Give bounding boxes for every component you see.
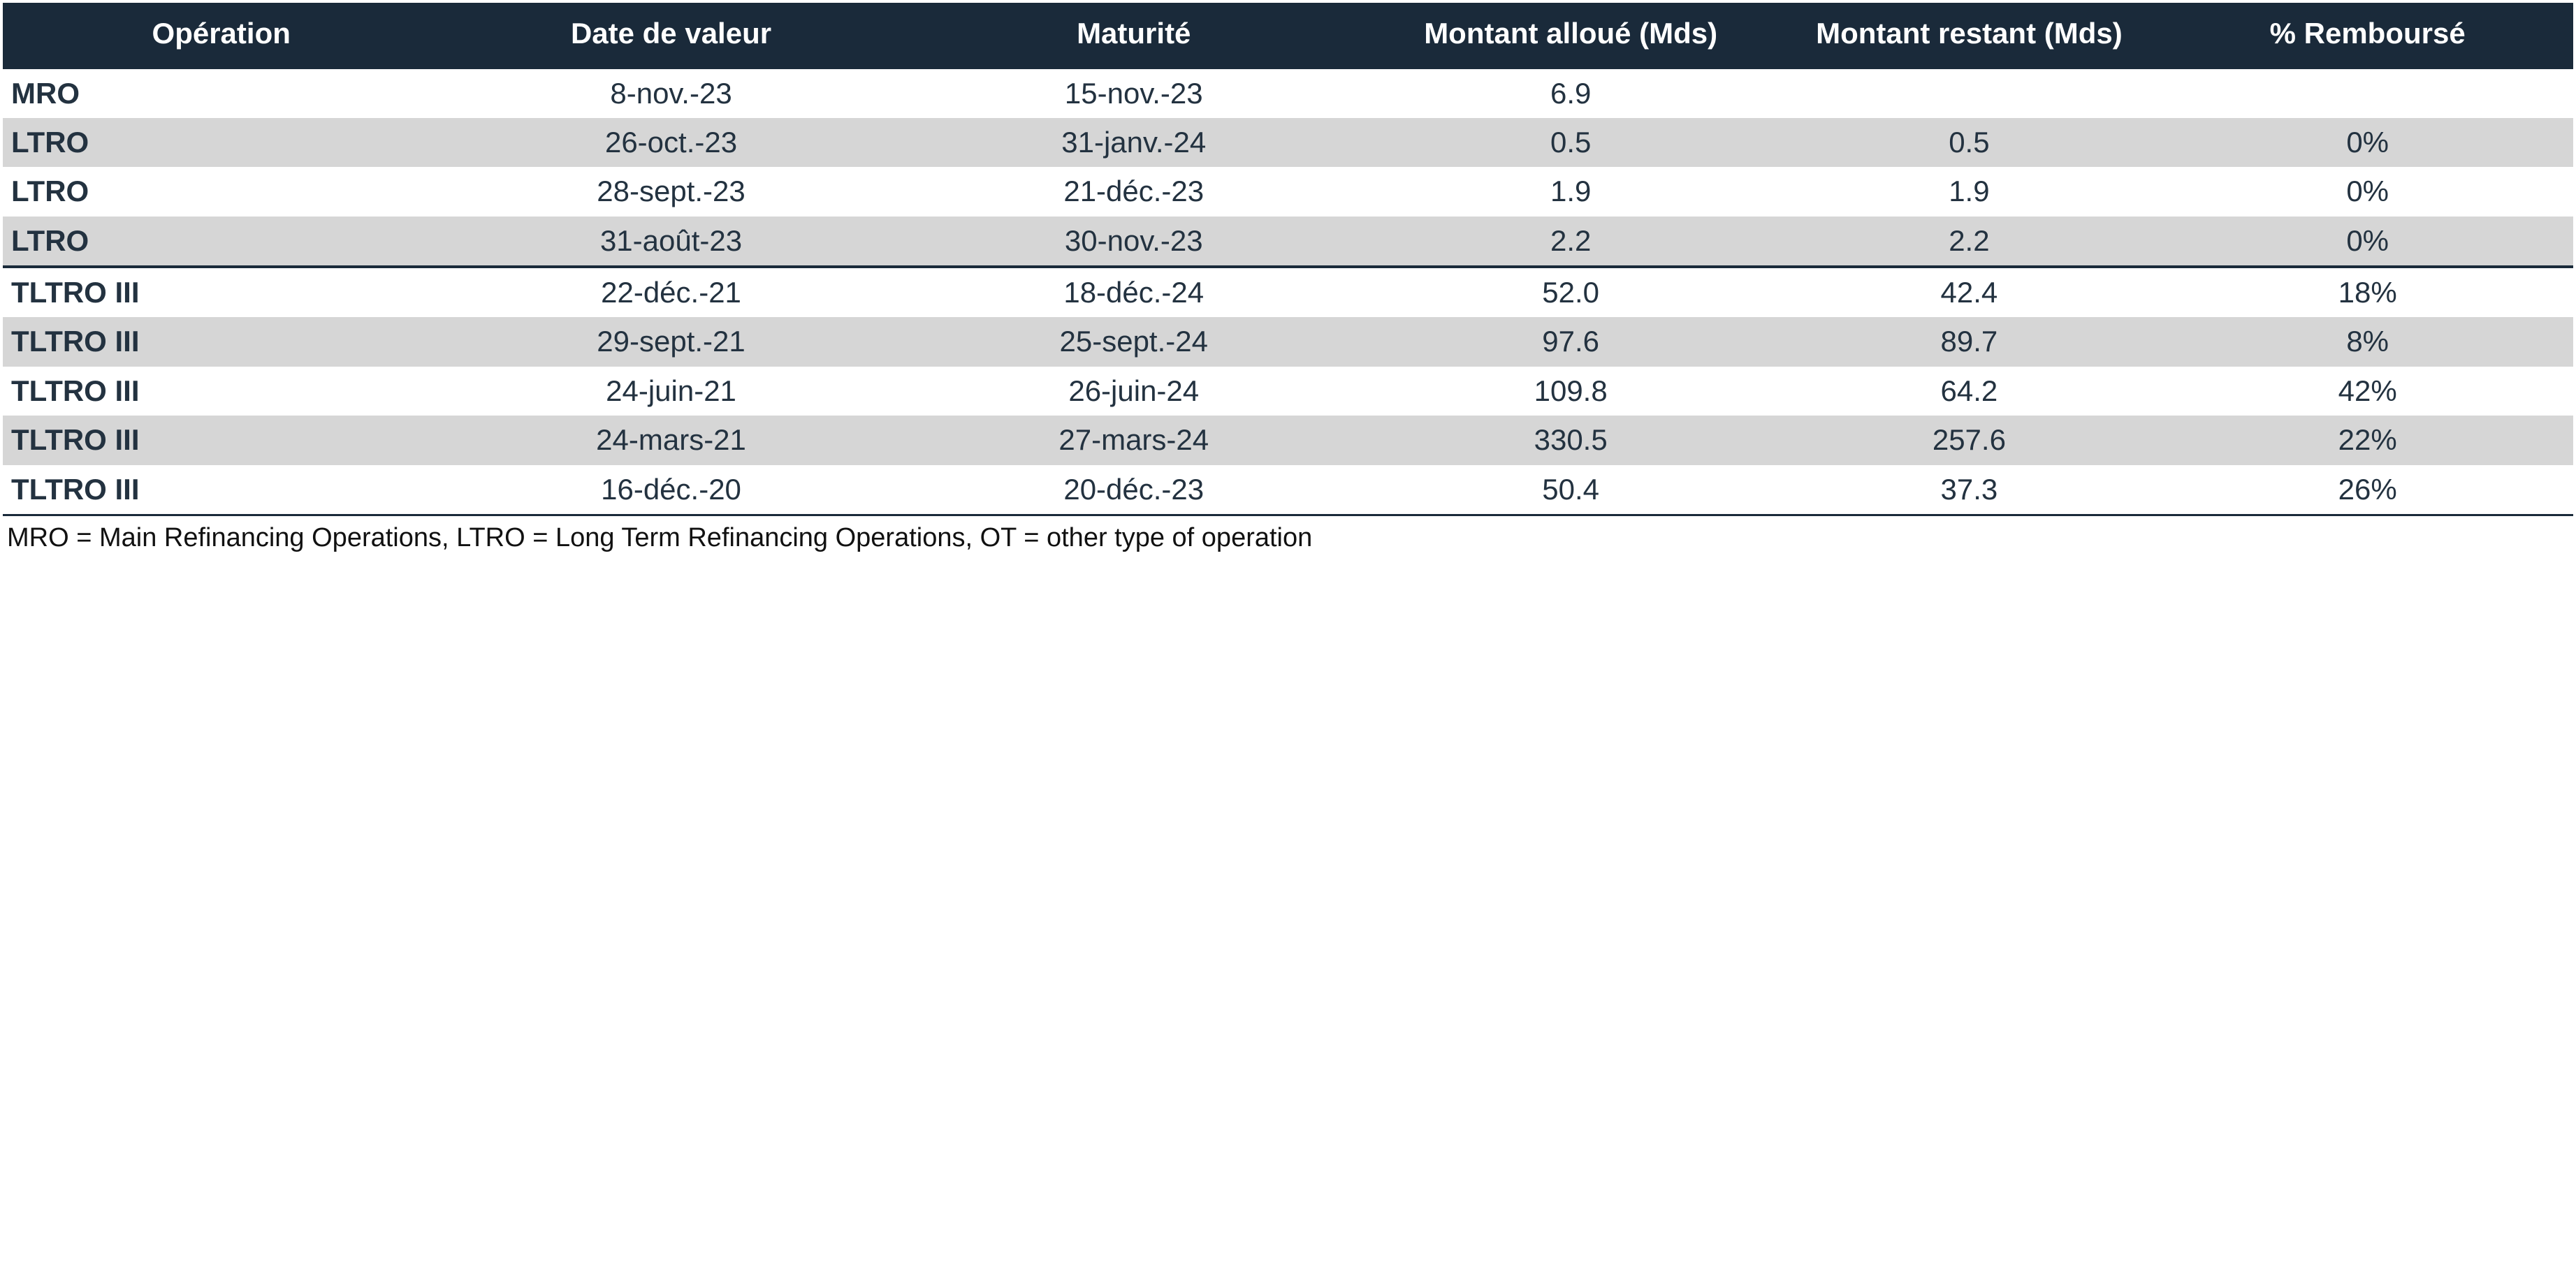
cell-repaid: 0%	[2162, 217, 2573, 267]
table-row: TLTRO III24-juin-2126-juin-24109.864.242…	[3, 367, 2573, 416]
cell-repaid	[2162, 69, 2573, 118]
table-row: TLTRO III29-sept.-2125-sept.-2497.689.78…	[3, 317, 2573, 366]
cell-allocated: 97.6	[1365, 317, 1777, 366]
table-row: TLTRO III22-déc.-2118-déc.-2452.042.418%	[3, 267, 2573, 317]
col-header-valuedate: Date de valeur	[439, 3, 902, 69]
cell-allocated: 1.9	[1365, 167, 1777, 216]
cell-valuedate: 24-mars-21	[439, 416, 902, 464]
cell-allocated: 0.5	[1365, 118, 1777, 167]
cell-maturity: 25-sept.-24	[903, 317, 1365, 366]
cell-operation: TLTRO III	[3, 367, 439, 416]
cell-remaining: 89.7	[1776, 317, 2162, 366]
table-head: Opération Date de valeur Maturité Montan…	[3, 3, 2573, 69]
cell-valuedate: 22-déc.-21	[439, 267, 902, 317]
cell-allocated: 2.2	[1365, 217, 1777, 267]
cell-repaid: 8%	[2162, 317, 2573, 366]
cell-valuedate: 16-déc.-20	[439, 465, 902, 515]
cell-operation: LTRO	[3, 217, 439, 267]
cell-valuedate: 24-juin-21	[439, 367, 902, 416]
cell-repaid: 26%	[2162, 465, 2573, 515]
cell-maturity: 31-janv.-24	[903, 118, 1365, 167]
cell-maturity: 30-nov.-23	[903, 217, 1365, 267]
table-row: MRO8-nov.-2315-nov.-236.9	[3, 69, 2573, 118]
cell-operation: LTRO	[3, 167, 439, 216]
table-header-row: Opération Date de valeur Maturité Montan…	[3, 3, 2573, 69]
cell-operation: TLTRO III	[3, 465, 439, 515]
cell-maturity: 18-déc.-24	[903, 267, 1365, 317]
cell-maturity: 21-déc.-23	[903, 167, 1365, 216]
cell-remaining: 42.4	[1776, 267, 2162, 317]
footnote: MRO = Main Refinancing Operations, LTRO …	[3, 516, 2573, 553]
table-row: TLTRO III24-mars-2127-mars-24330.5257.62…	[3, 416, 2573, 464]
cell-remaining: 0.5	[1776, 118, 2162, 167]
cell-repaid: 0%	[2162, 118, 2573, 167]
cell-operation: TLTRO III	[3, 317, 439, 366]
col-header-allocated: Montant alloué (Mds)	[1365, 3, 1777, 69]
cell-allocated: 330.5	[1365, 416, 1777, 464]
cell-operation: LTRO	[3, 118, 439, 167]
cell-maturity: 27-mars-24	[903, 416, 1365, 464]
cell-repaid: 22%	[2162, 416, 2573, 464]
cell-maturity: 20-déc.-23	[903, 465, 1365, 515]
cell-allocated: 109.8	[1365, 367, 1777, 416]
col-header-maturity: Maturité	[903, 3, 1365, 69]
cell-remaining: 2.2	[1776, 217, 2162, 267]
cell-repaid: 18%	[2162, 267, 2573, 317]
cell-remaining: 257.6	[1776, 416, 2162, 464]
col-header-remaining: Montant restant (Mds)	[1776, 3, 2162, 69]
table-row: LTRO31-août-2330-nov.-232.22.20%	[3, 217, 2573, 267]
col-header-operation: Opération	[3, 3, 439, 69]
table-row: TLTRO III16-déc.-2020-déc.-2350.437.326%	[3, 465, 2573, 515]
cell-allocated: 52.0	[1365, 267, 1777, 317]
cell-remaining: 37.3	[1776, 465, 2162, 515]
cell-valuedate: 31-août-23	[439, 217, 902, 267]
table-body: MRO8-nov.-2315-nov.-236.9LTRO26-oct.-233…	[3, 69, 2573, 515]
cell-maturity: 26-juin-24	[903, 367, 1365, 416]
table-row: LTRO28-sept.-2321-déc.-231.91.90%	[3, 167, 2573, 216]
cell-remaining: 64.2	[1776, 367, 2162, 416]
cell-operation: MRO	[3, 69, 439, 118]
cell-allocated: 50.4	[1365, 465, 1777, 515]
cell-operation: TLTRO III	[3, 267, 439, 317]
cell-operation: TLTRO III	[3, 416, 439, 464]
table-row: LTRO26-oct.-2331-janv.-240.50.50%	[3, 118, 2573, 167]
cell-valuedate: 29-sept.-21	[439, 317, 902, 366]
operations-table: Opération Date de valeur Maturité Montan…	[3, 3, 2573, 516]
cell-remaining	[1776, 69, 2162, 118]
col-header-repaid: % Remboursé	[2162, 3, 2573, 69]
cell-repaid: 0%	[2162, 167, 2573, 216]
cell-remaining: 1.9	[1776, 167, 2162, 216]
cell-valuedate: 26-oct.-23	[439, 118, 902, 167]
table-wrapper: Opération Date de valeur Maturité Montan…	[3, 3, 2573, 553]
cell-valuedate: 28-sept.-23	[439, 167, 902, 216]
cell-allocated: 6.9	[1365, 69, 1777, 118]
cell-valuedate: 8-nov.-23	[439, 69, 902, 118]
cell-maturity: 15-nov.-23	[903, 69, 1365, 118]
cell-repaid: 42%	[2162, 367, 2573, 416]
